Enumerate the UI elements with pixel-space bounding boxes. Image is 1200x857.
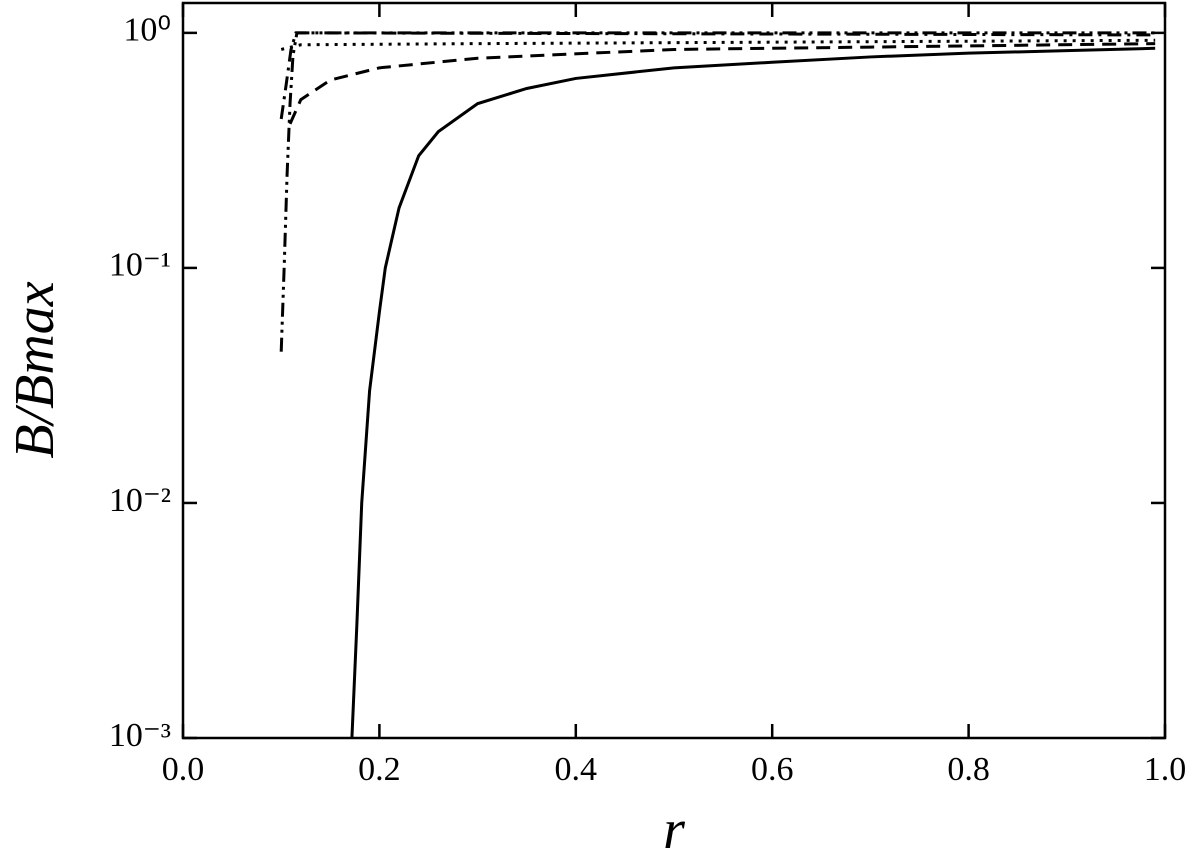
y-tick-label: 10⁻² — [109, 482, 171, 519]
x-tick-label: 0.6 — [751, 751, 794, 788]
y-tick-label: 10⁻¹ — [109, 247, 171, 284]
x-tick-label: 0.0 — [162, 751, 205, 788]
line-series — [350, 46, 1156, 739]
line-series — [288, 42, 1156, 125]
x-tick-label: 1.0 — [1144, 751, 1187, 788]
line-series — [280, 38, 1156, 51]
x-tick-label: 0.4 — [555, 751, 598, 788]
line-series — [279, 31, 1156, 352]
line-series — [279, 31, 1156, 120]
y-tick-label: 10⁻³ — [109, 717, 171, 754]
plot-frame — [181, 1, 1167, 740]
x-axis-label: r — [663, 799, 685, 857]
x-tick-label: 0.8 — [947, 751, 990, 788]
y-axis-label: B/Bmax — [4, 281, 66, 458]
y-tick-label: 10⁰ — [123, 12, 171, 49]
x-tick-label: 0.2 — [358, 751, 401, 788]
